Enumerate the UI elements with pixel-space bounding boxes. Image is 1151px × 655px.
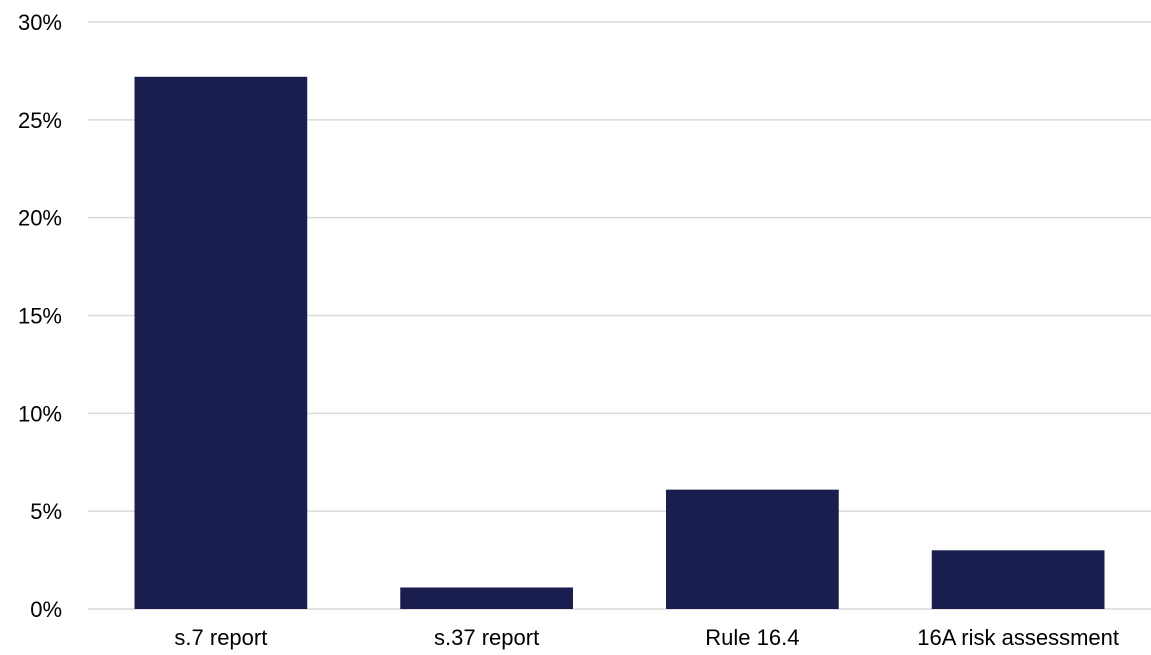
bar <box>134 76 308 609</box>
bar <box>666 489 839 609</box>
x-category-label: s.37 report <box>434 625 539 650</box>
y-tick-label: 25% <box>18 108 62 133</box>
x-category-label: Rule 16.4 <box>705 625 799 650</box>
y-tick-label: 15% <box>18 304 62 329</box>
y-tick-label: 10% <box>18 401 62 426</box>
bars <box>134 76 1105 609</box>
bar <box>400 587 573 609</box>
y-tick-label: 20% <box>18 206 62 231</box>
x-category-label: s.7 report <box>174 625 267 650</box>
y-tick-label: 0% <box>30 597 62 622</box>
bar <box>931 550 1105 609</box>
x-axis-category-labels: s.7 report s.37 report Rule 16.4 16A risk a… <box>174 625 1119 650</box>
y-tick-label: 30% <box>18 10 62 35</box>
x-category-label: 16A risk assessment <box>917 625 1119 650</box>
y-tick-label: 5% <box>30 499 62 524</box>
y-axis-tick-labels: 0% 5% 10% 15% 20% 25% 30% <box>18 10 62 622</box>
